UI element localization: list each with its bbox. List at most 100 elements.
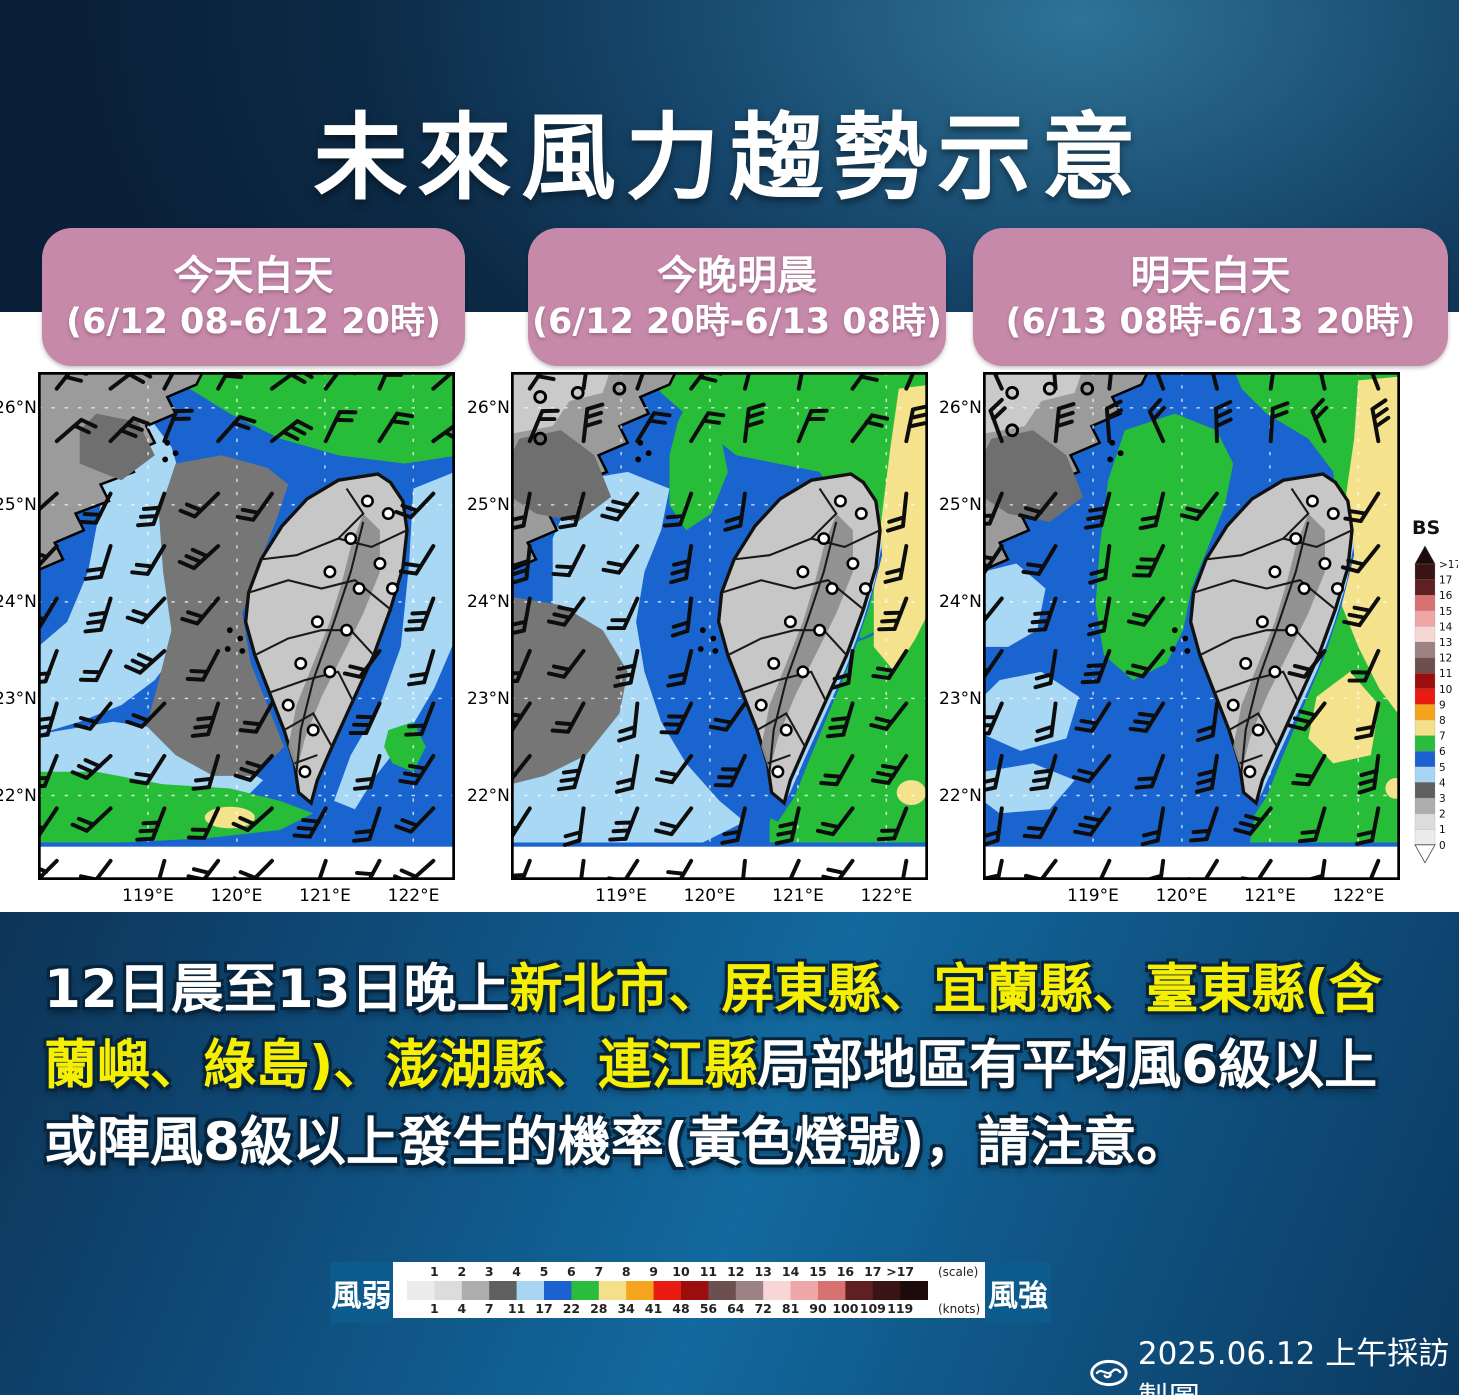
- legend-scale-value: 11: [700, 1264, 717, 1279]
- legend-scale-value: 9: [649, 1264, 658, 1279]
- station-marker: [1251, 723, 1265, 737]
- lat-tick-label: 25°N: [939, 495, 982, 515]
- station-marker: [360, 494, 374, 508]
- colorbar-tick-label: 8: [1439, 715, 1446, 727]
- lon-tick-label: 119°E: [122, 886, 174, 906]
- wind-map-canvas: [511, 372, 928, 880]
- legend-knots-value: 4: [457, 1301, 466, 1316]
- colorbar-tick-label: 12: [1439, 653, 1452, 665]
- wind-speed-region: [669, 405, 728, 531]
- wind-map-canvas: [38, 372, 455, 880]
- wind-speed-region: [167, 372, 455, 464]
- wind-speed-region: [146, 455, 289, 776]
- colorbar-tick-label: 15: [1439, 606, 1452, 618]
- lon-tick-label: 120°E: [1155, 886, 1208, 906]
- station-marker: [825, 582, 839, 595]
- lon-tick-label: 122°E: [387, 886, 440, 906]
- credit-line: 2025.06.12 上午採訪製圖: [1090, 1328, 1459, 1395]
- wind-map-today-day: [38, 372, 455, 880]
- station-marker: [1226, 698, 1240, 712]
- colorbar-tick-label: 5: [1439, 762, 1446, 774]
- colorbar-tick-label: 4: [1439, 777, 1446, 789]
- wind-speed-region: [511, 596, 628, 785]
- station-marker: [1297, 582, 1311, 595]
- calm-wind-marker: [612, 381, 627, 396]
- svg-text:BS: BS: [1412, 518, 1440, 539]
- lat-tick-label: 22°N: [467, 786, 510, 806]
- station-marker: [783, 615, 797, 629]
- legend-knots-value: 11: [508, 1301, 525, 1316]
- station-marker: [796, 665, 810, 679]
- wind-speed-region: [983, 563, 1046, 647]
- station-marker: [323, 665, 337, 679]
- station-marker: [754, 698, 768, 712]
- period-box-tonight: 今晚明晨 (6/12 20時-6/13 08時): [528, 228, 946, 366]
- warning-counties-highlight: 新北市、屏東縣、宜蘭縣、臺東縣(含蘭嶼、綠島)、澎湖縣、連江縣: [44, 959, 1382, 1097]
- legend-scale-value: 8: [622, 1264, 631, 1279]
- legend-scale-value: 16: [837, 1264, 855, 1279]
- legend-knots-value: 119: [887, 1301, 913, 1316]
- period-label: 明天白天: [1130, 253, 1291, 299]
- station-marker: [1243, 765, 1257, 779]
- station-marker: [1268, 565, 1282, 579]
- colorbar-tick-label: 3: [1439, 793, 1446, 805]
- station-marker: [306, 723, 320, 737]
- period-box-today-day: 今天白天 (6/12 08-6/12 20時): [42, 228, 465, 366]
- wind-speed-region: [983, 671, 1079, 751]
- station-marker: [796, 565, 810, 579]
- cwa-logo-icon: [1090, 1359, 1128, 1387]
- credit-text: 2025.06.12 上午採訪製圖: [1137, 1336, 1450, 1395]
- wind-map-tomorrow-day: [983, 372, 1400, 880]
- lat-tick-label: 23°N: [939, 689, 982, 709]
- lat-tick-label: 26°N: [0, 398, 37, 418]
- station-marker: [385, 582, 399, 595]
- colorbar-tick-label: 7: [1439, 731, 1446, 743]
- lon-tick-label: 120°E: [210, 886, 263, 906]
- warning-text-segment: 局部地區有平均風6級以上或陣風8級以上發生的機率(黃色燈號)，請注意。: [44, 1035, 1378, 1173]
- colorbar-tick-label: 2: [1439, 809, 1446, 821]
- lon-tick-label: 119°E: [595, 886, 647, 906]
- legend-scale-value: 10: [672, 1264, 690, 1279]
- station-marker: [294, 657, 308, 670]
- calm-wind-marker: [533, 390, 548, 404]
- legend-knots-value: 41: [645, 1301, 662, 1316]
- wind-map-canvas: [983, 372, 1400, 880]
- beaufort-colorbar: BS >17 17 16 15 14 13 12 11 10 9 8 7 6 5 4 3 2 1 0: [1408, 517, 1459, 890]
- colorbar-tick-label: 10: [1439, 684, 1452, 696]
- colorbar-tick-label: 11: [1439, 668, 1452, 680]
- calm-wind-marker: [1005, 423, 1020, 438]
- legend-scale-value: >17: [886, 1264, 914, 1279]
- station-marker: [1285, 623, 1299, 637]
- wind-scale-legend: 1 2 3 4 5 6 7 8 9 10 11 12 13 14 15 16 17 >17 1 4 7 11 17 22 28 3…: [393, 1262, 985, 1318]
- station-marker: [381, 507, 395, 521]
- calm-wind-marker: [1005, 385, 1020, 400]
- wind-speed-region: [1308, 671, 1380, 764]
- colorbar-tick-label: 13: [1439, 637, 1452, 649]
- lon-tick-label: 119°E: [1067, 886, 1119, 906]
- lat-tick-label: 22°N: [939, 786, 982, 806]
- period-label: 今天白天: [173, 253, 334, 299]
- station-marker: [817, 532, 831, 546]
- station-marker: [858, 582, 872, 595]
- lon-tick-label: 122°E: [1332, 886, 1385, 906]
- lat-tick-label: 24°N: [939, 592, 982, 612]
- lat-tick-label: 26°N: [939, 398, 982, 418]
- station-marker: [771, 765, 785, 779]
- colorbar-tick-label: 17: [1439, 575, 1452, 587]
- legend-knots-value: 81: [782, 1301, 799, 1316]
- lat-tick-label: 24°N: [467, 592, 510, 612]
- lon-tick-label: 121°E: [1244, 886, 1296, 906]
- lat-tick-label: 26°N: [467, 398, 510, 418]
- calm-wind-marker: [570, 385, 585, 400]
- legend-scale-value: 7: [594, 1264, 603, 1279]
- period-label: 今晚明晨: [657, 253, 817, 299]
- legend-scale-value: 3: [485, 1264, 494, 1279]
- legend-scale-value: 4: [512, 1264, 521, 1279]
- legend-knots-value: 22: [563, 1301, 580, 1316]
- lon-tick-label: 122°E: [860, 886, 913, 906]
- legend-scale-value: 12: [727, 1264, 744, 1279]
- station-marker: [1268, 665, 1282, 679]
- period-range: (6/13 08時-6/13 20時): [1005, 302, 1416, 342]
- legend-scale-value: 14: [782, 1264, 800, 1279]
- lon-tick-label: 121°E: [772, 886, 824, 906]
